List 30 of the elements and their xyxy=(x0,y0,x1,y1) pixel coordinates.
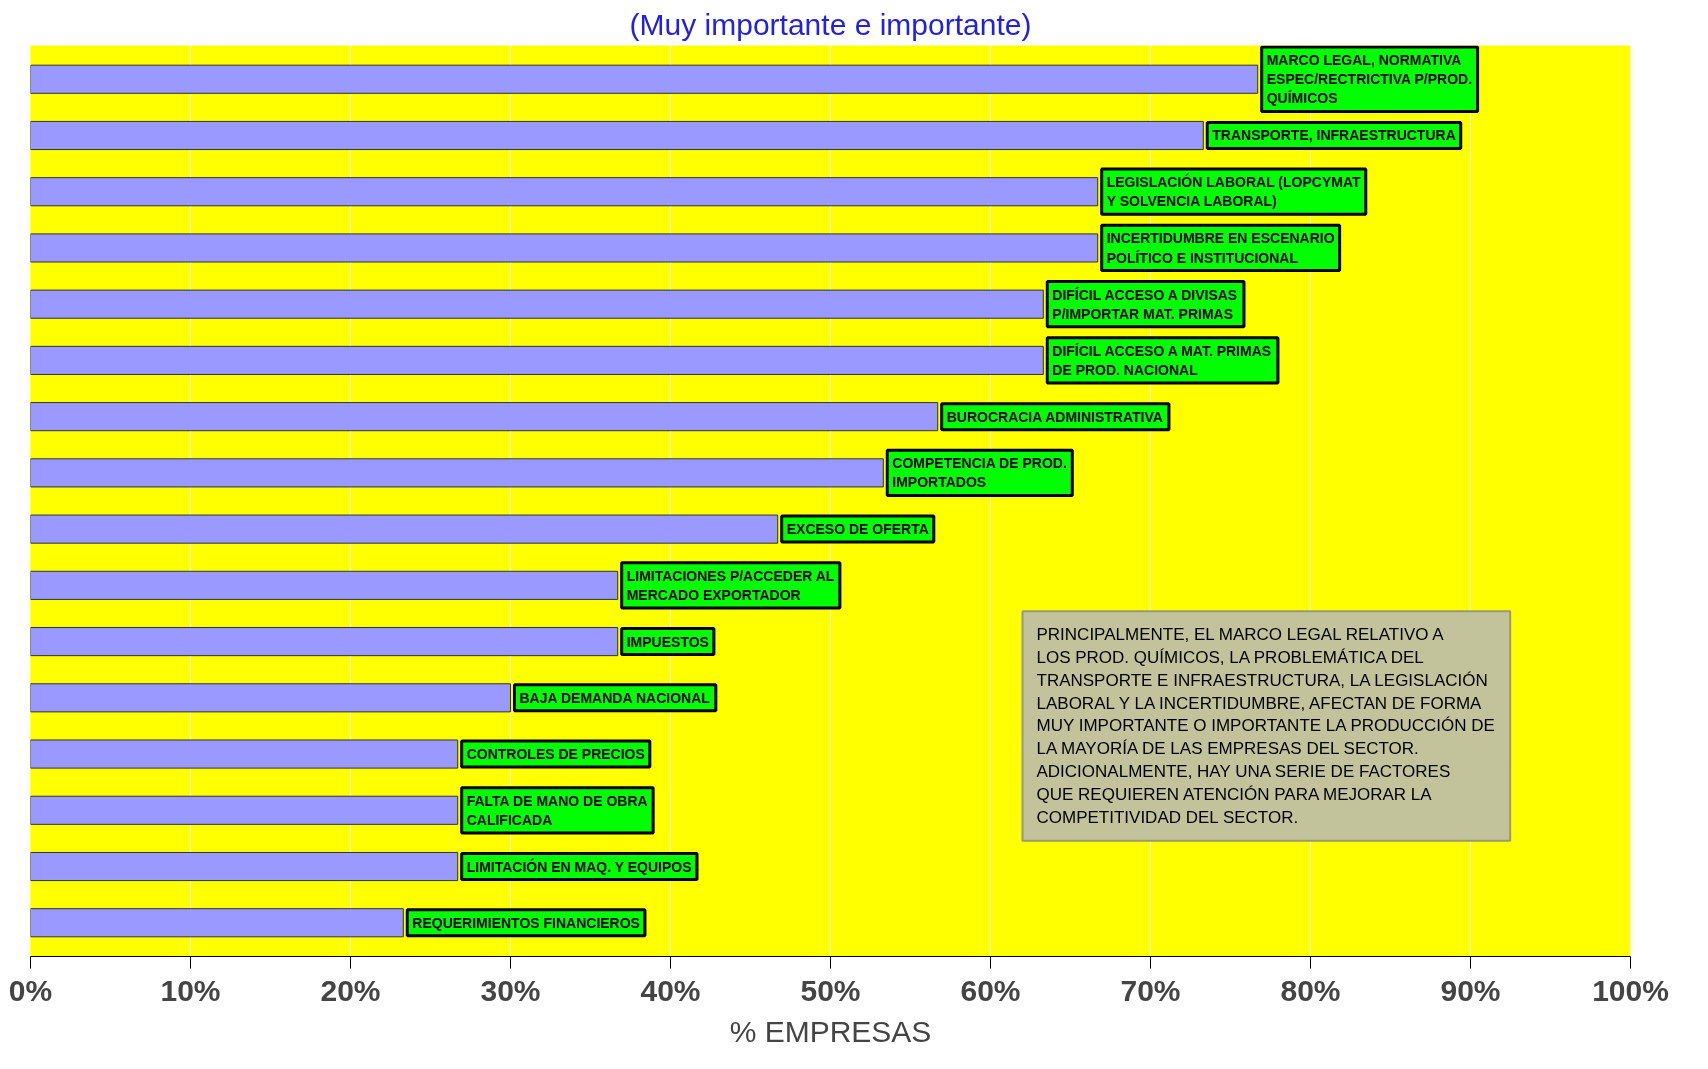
y-tick-label: INCERTIDUMBRE EN ESCENARIO POLÍTICO E INSTITUCIONAL xyxy=(1106,230,1335,266)
y-tick-label: LIMITACIÓN EN MAQ. Y EQUIPOS xyxy=(466,857,692,875)
y-tick-label: BAJA DEMANDA NACIONAL xyxy=(519,689,711,706)
y-tick-label: TRANSPORTE, INFRAESTRUCTURA xyxy=(1212,127,1456,144)
y-tick-label: DIFÍCIL ACCESO A MAT. PRIMAS DE PROD. NACIONAL xyxy=(1052,342,1272,379)
chart-title: (Muy importante e importante) xyxy=(629,7,1032,41)
y-tick-label: DIFÍCIL ACCESO A DIVISAS P/IMPORTAR MAT. PRIMAS xyxy=(1052,286,1238,322)
x-tick-label: 90% xyxy=(1440,973,1501,1007)
x-axis-title: % EMPRESAS xyxy=(729,1014,932,1048)
y-tick-label: LIMITACIONES P/ACCEDER AL MERCADO EXPORTADOR xyxy=(626,567,835,603)
y-tick-label: COMPETENCIA DE PROD. IMPORTADOS xyxy=(892,455,1067,491)
y-tick-label: FALTA DE MANO DE OBRA CALIFICADA xyxy=(466,792,648,828)
y-tick-label: BUROCRACIA ADMINISTRATIVA xyxy=(946,408,1163,425)
x-tick-label: 100% xyxy=(1592,973,1669,1007)
x-tick-label: 70% xyxy=(1120,973,1181,1007)
x-tick-label: 10% xyxy=(160,973,221,1007)
x-tick-label: 0% xyxy=(8,973,53,1007)
y-tick-label: IMPUESTOS xyxy=(626,633,709,650)
y-tick-label: CONTROLES DE PRECIOS xyxy=(466,746,645,763)
y-tick-label: EXCESO DE OFERTA xyxy=(786,521,929,538)
x-tick-label: 80% xyxy=(1280,973,1341,1007)
x-tick-label: 30% xyxy=(480,973,541,1007)
x-tick-label: 40% xyxy=(640,973,701,1007)
text: PRINCIPALMENTE, EL MARCO LEGAL RELATIVO A LOS PROD. QUÍMICOS, LA PROBLEMÁTICA DEL TRANSPORTE E INFRAESTRUCTURA, LA LEGISLACIÓN LABORAL Y LA INCERTIDUMBRE, AFECTAN DE FORMA MUY IMPORTANTE O IMPORTANTE LA PRODUCCIÓN DE LA MAYORÍA DE LAS EMPRESAS DEL SECTOR. ADICIONALMENTE, HAY UNA SERIE DE FACTORES QUE REQUIEREN ATENCIÓN PARA MEJORAR LA COMPETITIVIDAD DEL SECTOR. xyxy=(1036,625,1495,827)
x-tick-label: 50% xyxy=(800,973,861,1007)
y-tick-label: REQUERIMIENTOS FINANCIEROS xyxy=(412,914,640,931)
y-tick-label: LEGISLACIÓN LABORAL (LOPCYMAT Y SOLVENCIA LABORAL) xyxy=(1106,173,1361,210)
x-tick-label: 20% xyxy=(320,973,381,1007)
x-tick-label: 60% xyxy=(960,973,1021,1007)
y-tick-label: MARCO LEGAL, NORMATIVA ESPEC/RECTRICTIVA P/PROD. QUÍMICOS xyxy=(1266,52,1473,107)
